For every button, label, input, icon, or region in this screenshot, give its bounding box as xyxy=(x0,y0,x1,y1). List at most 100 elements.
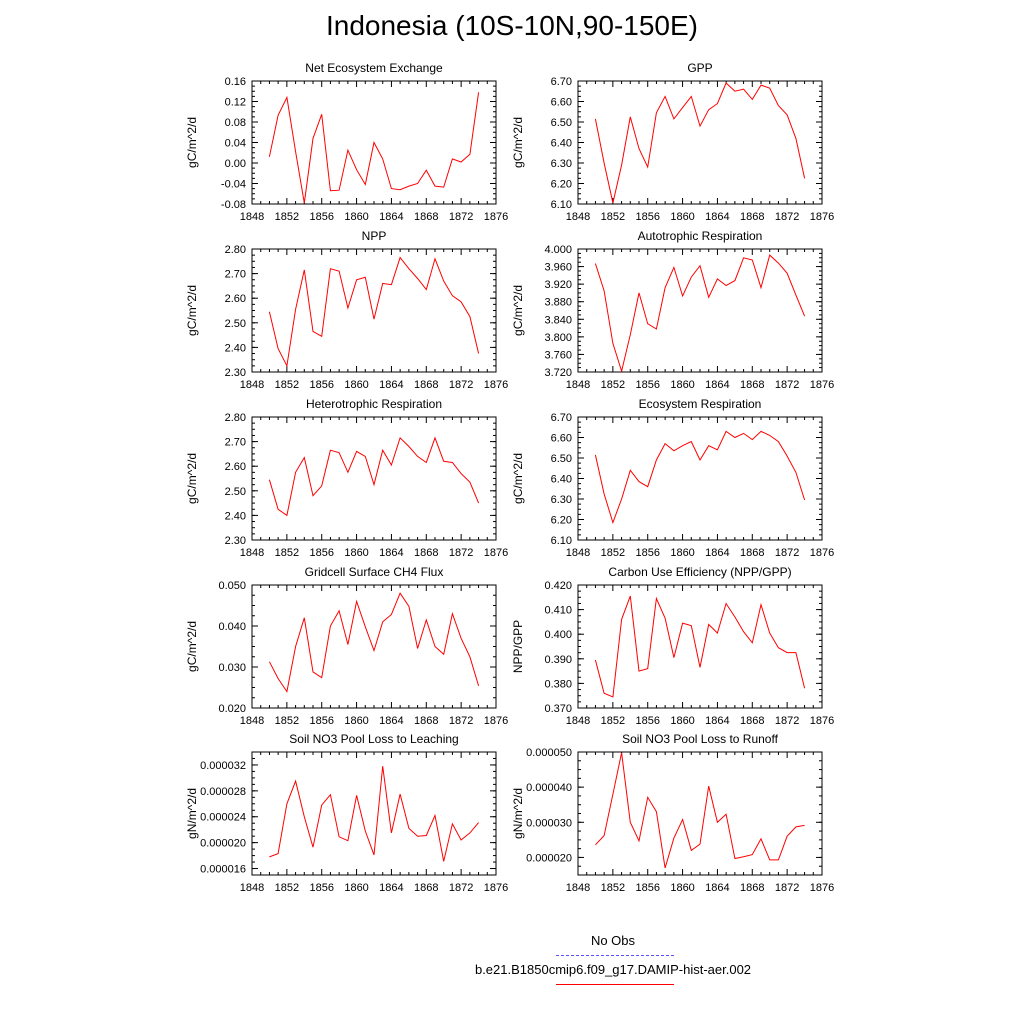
panel-3-xtick-label: 1872 xyxy=(775,379,799,391)
panel-1-xtick-label: 1860 xyxy=(670,211,694,223)
panel-2: NPP gC/m^2/d 1848 1852 1856 1860 1864 1868 1872 1… xyxy=(185,229,508,391)
panel-8-ylabel: gN/m^2/d xyxy=(185,788,199,839)
panel-5-frame xyxy=(577,416,823,541)
panel-7-ytick-label: 0.420 xyxy=(544,580,572,592)
panel-9-xtick-label: 1860 xyxy=(670,882,694,894)
panel-5-ytick-label: 6.60 xyxy=(551,433,572,445)
panel-2-xtick-label: 1872 xyxy=(449,379,473,391)
panel-5: Ecosystem Respiration gC/m^2/d 1848 1852 185… xyxy=(511,397,834,559)
panel-0-ytick-label: 0.12 xyxy=(225,97,246,109)
panel-9-xtick-label: 1856 xyxy=(635,882,659,894)
panel-4-xtick-label: 1848 xyxy=(240,547,264,559)
panel-9-xtick-label: 1864 xyxy=(705,882,729,894)
panel-5-xtick-label: 1876 xyxy=(810,547,834,559)
panel-4-ytick-label: 2.50 xyxy=(225,486,246,498)
panel-4-xtick-label: 1856 xyxy=(309,547,333,559)
panel-1-ytick-label: 6.20 xyxy=(551,179,572,191)
panel-1-frame xyxy=(577,80,823,205)
panel-7-xtick-label: 1852 xyxy=(601,715,625,727)
panel-8-xtick-label: 1852 xyxy=(275,882,299,894)
panel-2-xtick-label: 1852 xyxy=(275,379,299,391)
panel-3-xtick-label: 1868 xyxy=(740,379,764,391)
panel-0-xtick-label: 1876 xyxy=(484,211,508,223)
panel-6-ytick-label: 0.030 xyxy=(218,662,246,674)
panel-6: Gridcell Surface CH4 Flux gC/m^2/d 1848 185… xyxy=(185,565,508,727)
panel-0-xtick-label: 1848 xyxy=(240,211,264,223)
panel-3-ytick-label: 3.880 xyxy=(544,297,572,309)
panel-3-ytick-label: 3.720 xyxy=(544,367,572,379)
panel-7-ytick-label: 0.370 xyxy=(544,703,572,715)
panel-4-ytick-label: 2.40 xyxy=(225,510,246,522)
panel-0: Net Ecosystem Exchange gC/m^2/d 1848 1852 18… xyxy=(185,61,508,223)
panel-0-xtick-label: 1872 xyxy=(449,211,473,223)
panel-6-xtick-label: 1864 xyxy=(379,715,403,727)
panel-7-xtick-label: 1856 xyxy=(635,715,659,727)
panel-2-ytick-label: 2.40 xyxy=(225,342,246,354)
legend-model-label: b.e21.B1850cmip6.f09_g17.DAMIP-hist-aer.… xyxy=(474,962,752,977)
panel-2-xtick-label: 1864 xyxy=(379,379,403,391)
panel-7-xtick-label: 1868 xyxy=(740,715,764,727)
panel-7-ylabel: NPP/GPP xyxy=(511,620,525,673)
panel-4-ytick-label: 2.60 xyxy=(225,461,246,473)
panel-9-xtick-label: 1868 xyxy=(740,882,764,894)
panel-4-xtick-label: 1872 xyxy=(449,547,473,559)
panel-2-ytick-label: 2.30 xyxy=(225,367,246,379)
panel-6-ytick-label: 0.050 xyxy=(218,580,246,592)
panel-9-title: Soil NO3 Pool Loss to Runoff xyxy=(622,732,779,746)
panel-8-ytick-label: 0.000020 xyxy=(200,838,246,850)
panel-6-xtick-label: 1848 xyxy=(240,715,264,727)
panel-2-ytick-label: 2.70 xyxy=(225,269,246,281)
panel-4-xtick-label: 1860 xyxy=(344,547,368,559)
panel-1: GPP gC/m^2/d 1848 1852 1856 1860 1864 1868 1872 1… xyxy=(511,61,834,223)
panel-1-xtick-label: 1872 xyxy=(775,211,799,223)
panel-4-title: Heterotrophic Respiration xyxy=(306,397,442,411)
panel-8-ytick-label: 0.000028 xyxy=(200,786,246,798)
panel-5-xtick-label: 1860 xyxy=(670,547,694,559)
panel-6-xtick-label: 1876 xyxy=(484,715,508,727)
panel-2-ylabel: gC/m^2/d xyxy=(185,285,199,336)
panel-0-ytick-label: 0.00 xyxy=(225,158,246,170)
panel-5-ytick-label: 6.30 xyxy=(551,494,572,506)
panel-9-ytick-label: 0.000020 xyxy=(526,852,572,864)
panel-0-title: Net Ecosystem Exchange xyxy=(305,61,443,75)
panel-1-ytick-label: 6.10 xyxy=(551,199,572,211)
panel-8-xtick-label: 1864 xyxy=(379,882,403,894)
panel-2-title: NPP xyxy=(362,229,387,243)
panel-3-xtick-label: 1864 xyxy=(705,379,729,391)
panel-8-ytick-label: 0.000016 xyxy=(200,864,246,876)
panel-3-ytick-label: 3.960 xyxy=(544,262,572,274)
panel-8: Soil NO3 Pool Loss to Leaching gN/m^2/d 18… xyxy=(185,732,508,894)
panel-9-ytick-label: 0.000050 xyxy=(526,747,572,759)
panel-6-xtick-label: 1868 xyxy=(414,715,438,727)
panel-5-ytick-label: 6.10 xyxy=(551,535,572,547)
legend-obs-label: No Obs xyxy=(590,933,636,948)
panel-2-xtick-label: 1868 xyxy=(414,379,438,391)
panel-0-series-line xyxy=(268,92,480,204)
panel-7-ytick-label: 0.400 xyxy=(544,629,572,641)
panel-4: Heterotrophic Respiration gC/m^2/d 1848 185… xyxy=(185,397,508,559)
panel-5-ytick-label: 6.40 xyxy=(551,474,572,486)
panel-3-ytick-label: 4.000 xyxy=(544,244,572,256)
panel-2-xtick-label: 1876 xyxy=(484,379,508,391)
panel-5-ytick-label: 6.70 xyxy=(551,412,572,424)
panel-3-ytick-label: 3.760 xyxy=(544,349,572,361)
panel-4-ytick-label: 2.70 xyxy=(225,437,246,449)
panel-8-ytick-label: 0.000024 xyxy=(200,812,246,824)
panel-7-ytick-label: 0.380 xyxy=(544,678,572,690)
panel-5-xtick-label: 1852 xyxy=(601,547,625,559)
panel-4-ytick-label: 2.80 xyxy=(225,412,246,424)
panel-1-xtick-label: 1864 xyxy=(705,211,729,223)
panel-5-xtick-label: 1864 xyxy=(705,547,729,559)
panel-3-ytick-label: 3.840 xyxy=(544,314,572,326)
panel-4-series-line xyxy=(268,436,480,517)
panel-1-xtick-label: 1848 xyxy=(566,211,590,223)
panel-0-ytick-label: 0.08 xyxy=(225,117,246,129)
panel-4-xtick-label: 1852 xyxy=(275,547,299,559)
panel-6-ytick-label: 0.020 xyxy=(218,703,246,715)
panel-9-ytick-label: 0.000040 xyxy=(526,782,572,794)
panel-7-xtick-label: 1876 xyxy=(810,715,834,727)
panel-2-ytick-label: 2.60 xyxy=(225,293,246,305)
panel-1-xtick-label: 1876 xyxy=(810,211,834,223)
panel-2-ytick-label: 2.50 xyxy=(225,318,246,330)
panel-7-xtick-label: 1848 xyxy=(566,715,590,727)
